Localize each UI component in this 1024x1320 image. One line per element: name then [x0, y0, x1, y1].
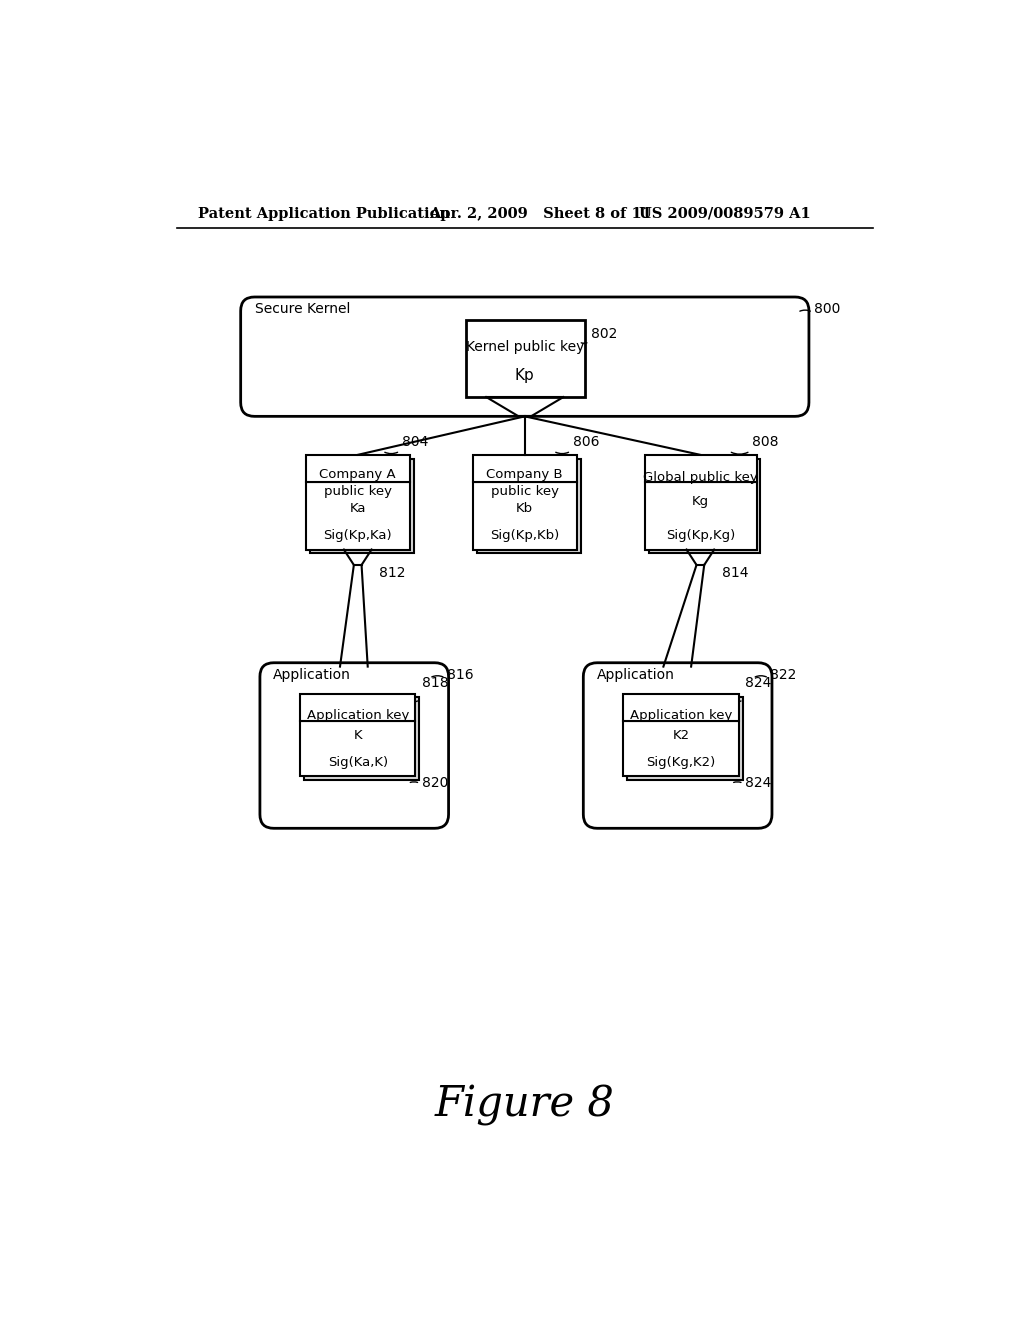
Text: Kg: Kg [692, 495, 709, 508]
Text: public key: public key [490, 486, 559, 499]
Text: 802: 802 [591, 327, 617, 341]
Text: 822: 822 [770, 668, 797, 682]
Text: Sig(Kp,Ka): Sig(Kp,Ka) [324, 529, 392, 543]
Text: Secure Kernel: Secure Kernel [255, 302, 350, 317]
Text: Figure 8: Figure 8 [435, 1085, 614, 1126]
Bar [306, 482, 410, 549]
Text: 806: 806 [572, 434, 599, 449]
Text: 818: 818 [422, 676, 449, 689]
Text: US 2009/0089579 A1: US 2009/0089579 A1 [639, 207, 811, 220]
Text: 812: 812 [379, 566, 406, 579]
Bar [624, 721, 739, 776]
Bar [624, 693, 739, 721]
Text: Global public key: Global public key [643, 471, 758, 484]
Text: Sig(Kp,Kg): Sig(Kp,Kg) [666, 529, 735, 543]
Bar [649, 459, 761, 553]
FancyBboxPatch shape [260, 663, 449, 829]
Text: 808: 808 [752, 434, 778, 449]
Text: 820: 820 [422, 776, 447, 789]
Text: public key: public key [324, 486, 392, 499]
FancyBboxPatch shape [584, 663, 772, 829]
Bar [645, 482, 757, 549]
Text: Sig(Ka,K): Sig(Ka,K) [328, 755, 388, 768]
Text: 800: 800 [814, 302, 841, 317]
Text: Ka: Ka [349, 502, 366, 515]
Text: 814: 814 [722, 566, 749, 579]
Text: Kernel public key: Kernel public key [466, 341, 584, 354]
Text: Application key: Application key [306, 709, 409, 722]
Text: Application key: Application key [630, 709, 732, 722]
Text: Kp: Kp [515, 368, 535, 383]
Text: Company B: Company B [486, 467, 563, 480]
Text: K: K [353, 729, 362, 742]
Text: Sig(Kp,Kb): Sig(Kp,Kb) [490, 529, 559, 543]
Text: 816: 816 [447, 668, 474, 682]
Text: Application: Application [273, 668, 351, 682]
Bar [645, 455, 757, 482]
Text: 824: 824 [745, 776, 771, 789]
Bar [300, 693, 416, 721]
Bar [473, 482, 578, 549]
Text: Company A: Company A [319, 467, 396, 480]
Text: 804: 804 [401, 434, 428, 449]
Text: Application: Application [596, 668, 674, 682]
Text: Apr. 2, 2009   Sheet 8 of 11: Apr. 2, 2009 Sheet 8 of 11 [429, 207, 652, 220]
Text: K2: K2 [673, 729, 690, 742]
Bar [473, 455, 578, 482]
Text: Kb: Kb [516, 502, 534, 515]
Bar [477, 459, 581, 553]
Text: Sig(Kg,K2): Sig(Kg,K2) [646, 755, 716, 768]
Text: 824: 824 [745, 676, 771, 689]
Bar [310, 459, 414, 553]
Bar [306, 455, 410, 482]
Bar [628, 697, 742, 780]
Bar [466, 321, 585, 397]
Bar [304, 697, 419, 780]
FancyBboxPatch shape [241, 297, 809, 416]
Bar [300, 721, 416, 776]
Text: Patent Application Publication: Patent Application Publication [199, 207, 451, 220]
